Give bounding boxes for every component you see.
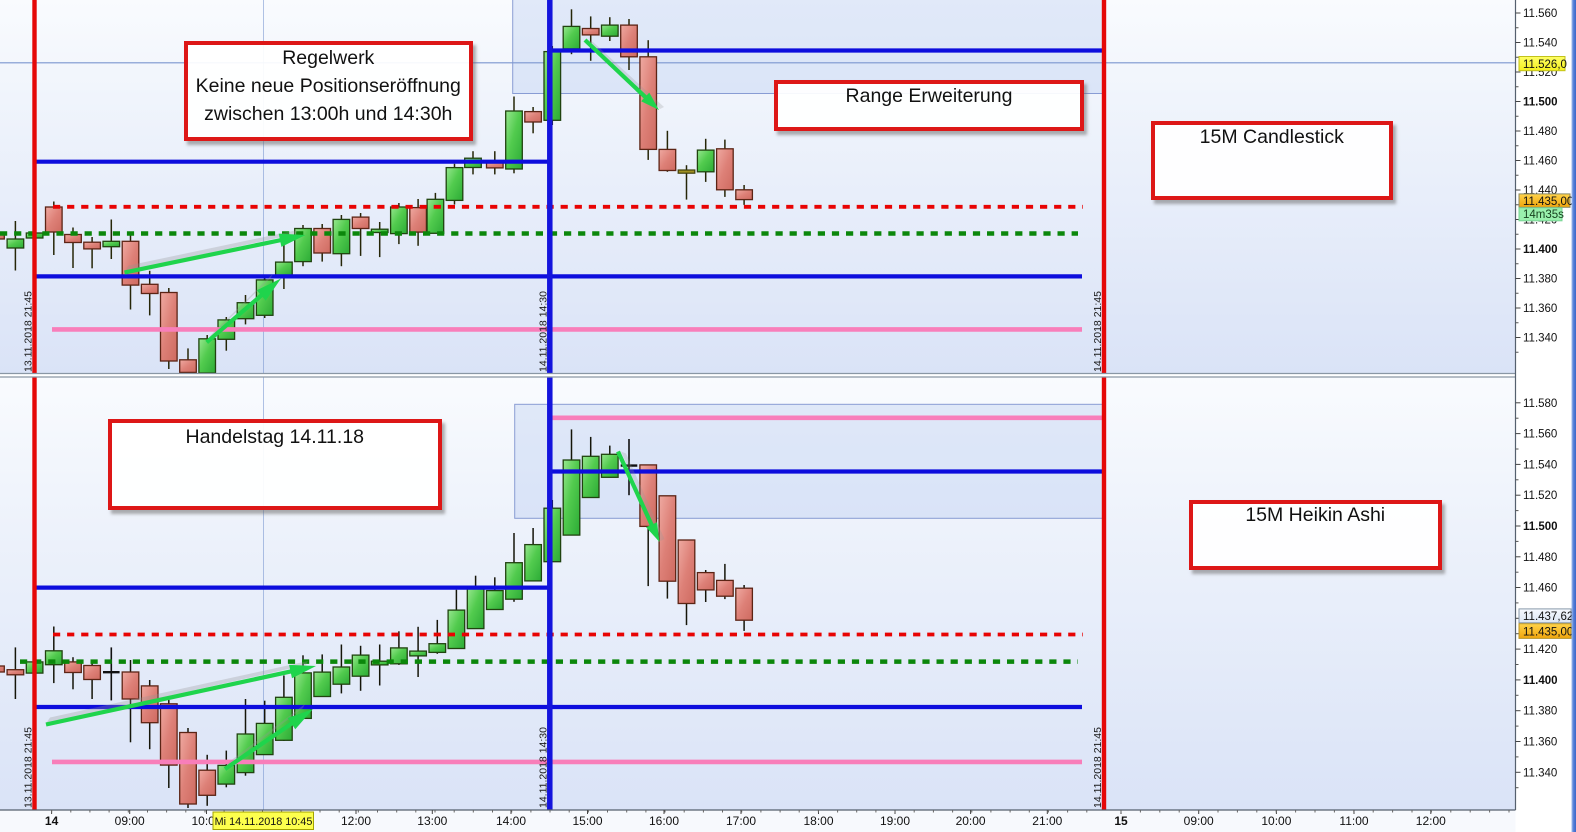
svg-text:11.460: 11.460: [1523, 156, 1557, 168]
svg-text:11.360: 11.360: [1523, 303, 1557, 315]
svg-text:11.460: 11.460: [1523, 583, 1557, 595]
svg-text:14m35s: 14m35s: [1523, 209, 1564, 221]
svg-text:11.500: 11.500: [1523, 97, 1558, 109]
svg-text:11.560: 11.560: [1523, 429, 1557, 441]
svg-text:15: 15: [1114, 814, 1128, 828]
svg-text:18:00: 18:00: [803, 814, 833, 828]
svg-text:11:00: 11:00: [1339, 814, 1368, 828]
svg-text:14.11.2018 14:30: 14.11.2018 14:30: [538, 727, 550, 808]
svg-text:11.540: 11.540: [1523, 459, 1557, 471]
svg-text:11.580: 11.580: [1523, 398, 1557, 410]
svg-text:14.11.2018 21:45: 14.11.2018 21:45: [1092, 727, 1104, 808]
svg-text:11.360: 11.360: [1523, 737, 1557, 749]
svg-text:14: 14: [45, 814, 59, 828]
svg-text:14:00: 14:00: [496, 814, 526, 828]
svg-text:13:00: 13:00: [417, 814, 447, 828]
svg-text:09:00: 09:00: [1184, 814, 1214, 828]
svg-text:21:00: 21:00: [1032, 814, 1062, 828]
svg-text:11.380: 11.380: [1523, 274, 1557, 286]
svg-text:11.400: 11.400: [1523, 675, 1558, 687]
svg-text:11.480: 11.480: [1523, 552, 1557, 564]
svg-text:11.540: 11.540: [1523, 38, 1557, 50]
svg-text:10:00: 10:00: [1261, 814, 1291, 828]
svg-text:11.500: 11.500: [1523, 521, 1558, 533]
svg-text:11.340: 11.340: [1523, 333, 1557, 345]
svg-text:11.340: 11.340: [1523, 767, 1557, 779]
svg-text:14.11.2018 21:45: 14.11.2018 21:45: [1092, 291, 1104, 372]
svg-text:17:00: 17:00: [726, 814, 756, 828]
svg-text:11.520: 11.520: [1523, 490, 1557, 502]
svg-text:11.435,00: 11.435,00: [1523, 196, 1573, 208]
svg-text:11.480: 11.480: [1523, 126, 1557, 138]
svg-text:13.11.2018 21:45: 13.11.2018 21:45: [23, 291, 35, 372]
svg-text:14.11.2018 14:30: 14.11.2018 14:30: [538, 291, 550, 372]
svg-text:11.420: 11.420: [1523, 644, 1557, 656]
svg-text:12:00: 12:00: [1416, 814, 1446, 828]
svg-text:11.560: 11.560: [1523, 8, 1557, 20]
svg-text:09:00: 09:00: [115, 814, 145, 828]
svg-text:16:00: 16:00: [649, 814, 679, 828]
svg-text:11.526,0: 11.526,0: [1523, 59, 1567, 71]
svg-text:11.437,62: 11.437,62: [1523, 611, 1573, 623]
svg-text:13.11.2018 21:45: 13.11.2018 21:45: [23, 727, 35, 808]
svg-text:Mi 14.11.2018 10:45: Mi 14.11.2018 10:45: [215, 816, 313, 828]
svg-text:11.380: 11.380: [1523, 706, 1557, 718]
svg-text:19:00: 19:00: [880, 814, 910, 828]
svg-text:11.400: 11.400: [1523, 244, 1558, 256]
svg-text:11.435,00: 11.435,00: [1523, 626, 1573, 638]
svg-text:15:00: 15:00: [572, 814, 602, 828]
svg-text:20:00: 20:00: [956, 814, 986, 828]
svg-text:12:00: 12:00: [341, 814, 371, 828]
